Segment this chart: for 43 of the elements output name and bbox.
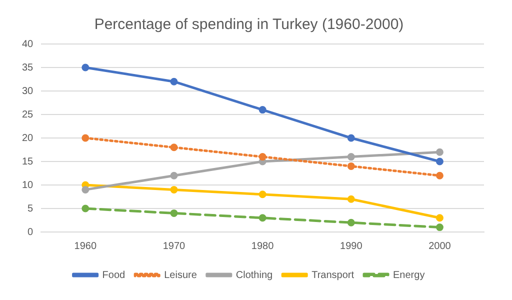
point: [436, 172, 444, 180]
x-tick-label: 1970: [162, 240, 186, 252]
legend-label: Energy: [393, 270, 425, 281]
point: [347, 153, 355, 161]
point: [436, 158, 444, 166]
point: [258, 214, 266, 222]
point: [170, 172, 178, 180]
point: [82, 204, 90, 212]
point: [82, 64, 90, 72]
point: [170, 78, 178, 86]
point: [347, 134, 355, 142]
y-tick-label: 15: [22, 156, 34, 168]
point: [258, 153, 266, 161]
legend-label: Transport: [312, 270, 354, 281]
point: [170, 144, 178, 152]
point: [258, 106, 266, 114]
point: [436, 148, 444, 156]
x-tick-label: 1980: [251, 240, 274, 252]
y-tick-label: 30: [22, 86, 34, 97]
point: [258, 190, 266, 198]
chart-title: Percentage of spending in Turkey (1960-2000): [94, 16, 404, 34]
point: [170, 186, 178, 194]
point: [347, 218, 355, 226]
y-tick-label: 20: [22, 132, 34, 144]
point: [436, 224, 444, 232]
y-tick-label: 25: [22, 109, 34, 120]
x-tick-label: 2000: [428, 240, 452, 252]
x-tick-label: 1990: [340, 240, 363, 252]
legend-label: Clothing: [236, 270, 273, 281]
point: [170, 209, 178, 217]
point: [436, 214, 444, 222]
legend-label: Leisure: [164, 270, 198, 281]
y-tick-label: 0: [28, 226, 34, 238]
point: [82, 134, 90, 142]
point: [82, 186, 90, 194]
y-tick-label: 10: [22, 180, 34, 191]
y-tick-label: 35: [22, 62, 34, 74]
x-tick-label: 1960: [74, 240, 97, 252]
legend-label: Food: [102, 270, 126, 281]
y-tick-label: 40: [22, 38, 34, 50]
y-tick-label: 5: [28, 203, 34, 214]
point: [347, 195, 355, 203]
point: [347, 162, 355, 170]
